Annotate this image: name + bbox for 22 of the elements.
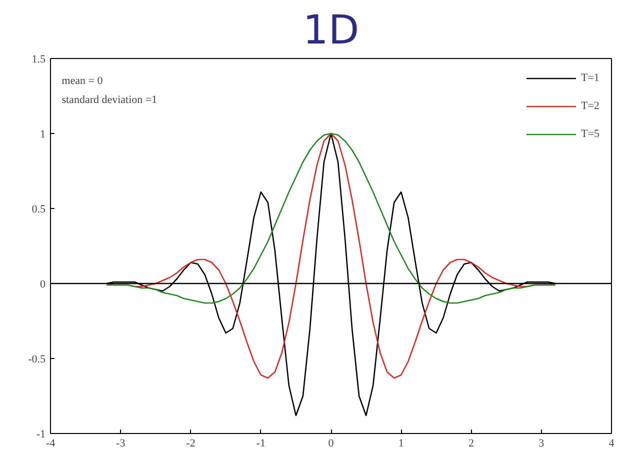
- y-tick-label: 1: [40, 128, 46, 140]
- x-tick-label: 2: [468, 438, 474, 450]
- y-tick-label: 0: [40, 278, 46, 290]
- y-tick-label: -0.5: [28, 354, 46, 366]
- x-tick-label: -4: [46, 438, 56, 450]
- x-tick-label: 1: [398, 438, 404, 450]
- x-tick-label: 3: [538, 438, 545, 450]
- legend-label: T=1: [581, 72, 600, 84]
- annotation: standard deviation =1: [62, 94, 158, 106]
- legend-label: T=5: [581, 128, 600, 140]
- x-tick-label: 4: [608, 438, 615, 450]
- chart-title: 1D: [302, 8, 360, 54]
- x-tick-label: -1: [256, 438, 266, 450]
- legend-label: T=2: [581, 100, 600, 112]
- x-tick-label: -3: [116, 438, 126, 450]
- y-tick-label: -1: [36, 428, 46, 440]
- x-tick-label: -2: [186, 438, 196, 450]
- x-tick-label: 0: [328, 438, 334, 450]
- y-tick-label: 0.5: [32, 204, 46, 216]
- annotation: mean = 0: [62, 75, 104, 87]
- line-series: [106, 132, 556, 304]
- y-tick-label: 1.5: [32, 54, 46, 66]
